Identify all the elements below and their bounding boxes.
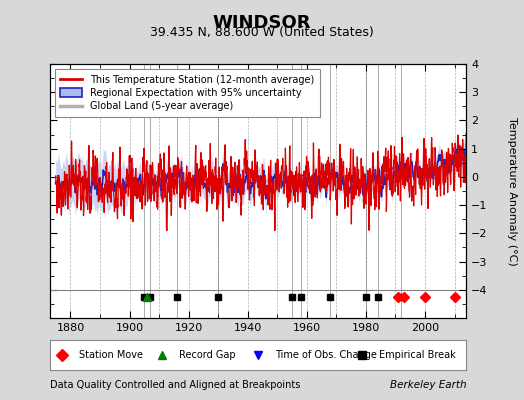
Text: WINDSOR: WINDSOR xyxy=(213,14,311,32)
Text: Data Quality Controlled and Aligned at Breakpoints: Data Quality Controlled and Aligned at B… xyxy=(50,380,300,390)
Text: 39.435 N, 88.600 W (United States): 39.435 N, 88.600 W (United States) xyxy=(150,26,374,39)
Legend: This Temperature Station (12-month average), Regional Expectation with 95% uncer: This Temperature Station (12-month avera… xyxy=(54,69,320,117)
Y-axis label: Temperature Anomaly (°C): Temperature Anomaly (°C) xyxy=(507,117,517,265)
Text: Station Move: Station Move xyxy=(79,350,143,360)
Text: Berkeley Earth: Berkeley Earth xyxy=(390,380,466,390)
Text: Record Gap: Record Gap xyxy=(179,350,236,360)
Text: Time of Obs. Change: Time of Obs. Change xyxy=(275,350,377,360)
Text: Empirical Break: Empirical Break xyxy=(379,350,456,360)
